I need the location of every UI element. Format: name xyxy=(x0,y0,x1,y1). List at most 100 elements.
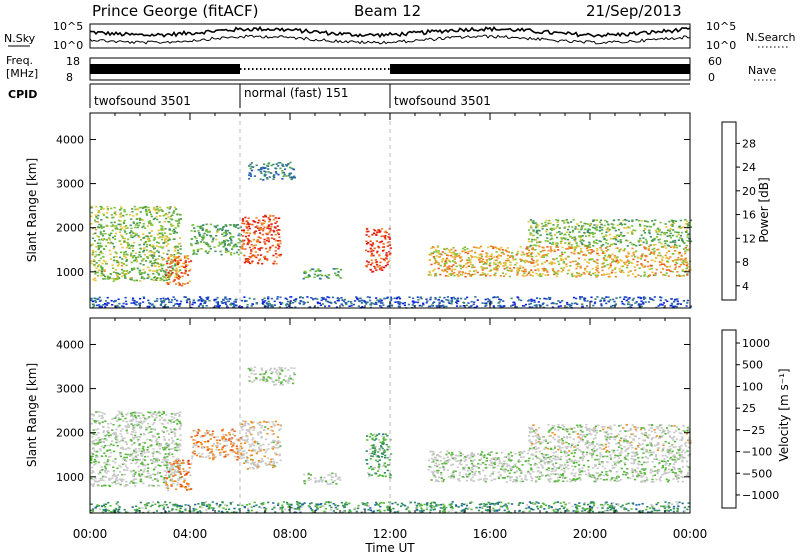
data-cell xyxy=(121,235,124,238)
data-cell xyxy=(541,263,544,265)
data-cell xyxy=(148,211,151,213)
data-cell xyxy=(198,232,201,234)
data-cell xyxy=(225,298,228,300)
data-cell xyxy=(151,435,154,438)
data-cell xyxy=(245,220,248,223)
data-cell xyxy=(166,430,169,432)
data-cell xyxy=(119,466,122,468)
data-cell xyxy=(173,206,177,209)
data-cell xyxy=(257,240,260,242)
data-cell xyxy=(248,432,251,434)
data-cell xyxy=(203,241,206,243)
data-cell xyxy=(138,470,141,473)
data-cell xyxy=(448,251,451,253)
data-cell xyxy=(157,229,160,232)
data-cell xyxy=(227,240,230,242)
data-cell xyxy=(90,223,93,225)
data-cell xyxy=(686,263,689,265)
data-cell xyxy=(649,226,652,228)
data-cell xyxy=(165,274,168,277)
data-cell xyxy=(124,300,128,303)
data-cell xyxy=(492,267,495,270)
data-cell xyxy=(578,235,581,237)
data-cell xyxy=(249,463,252,465)
data-cell xyxy=(142,243,146,246)
data-cell xyxy=(308,275,311,277)
data-cell xyxy=(126,484,129,486)
data-cell xyxy=(236,448,239,450)
data-cell xyxy=(272,262,275,265)
data-cell xyxy=(240,442,243,445)
data-cell xyxy=(99,205,102,208)
data-cell xyxy=(381,447,384,450)
data-cell xyxy=(552,228,556,231)
data-cell xyxy=(121,258,124,260)
data-cell xyxy=(134,415,137,417)
data-cell xyxy=(116,228,119,230)
data-cell xyxy=(237,249,240,251)
data-cell xyxy=(190,436,193,438)
data-cell xyxy=(220,301,223,303)
data-cell xyxy=(558,255,562,257)
data-cell xyxy=(168,443,171,446)
data-cell xyxy=(172,228,176,231)
data-cell xyxy=(585,235,588,237)
data-cell xyxy=(130,454,133,456)
data-cell xyxy=(665,247,668,249)
data-cell xyxy=(498,298,501,301)
data-cell xyxy=(179,214,182,216)
data-cell xyxy=(494,272,497,275)
data-cell xyxy=(125,413,128,416)
data-cell xyxy=(629,270,632,272)
data-cell xyxy=(102,208,105,210)
data-cell xyxy=(660,242,663,245)
data-cell xyxy=(119,455,123,458)
data-cell xyxy=(534,269,537,271)
data-cell xyxy=(560,242,563,245)
data-cell xyxy=(156,269,159,272)
data-cell xyxy=(531,244,534,247)
data-cell xyxy=(234,301,238,303)
data-cell xyxy=(532,259,535,262)
data-cell xyxy=(167,445,170,448)
data-cell xyxy=(468,306,471,308)
data-cell xyxy=(92,448,95,450)
data-cell xyxy=(167,299,171,301)
data-cell xyxy=(509,264,512,266)
data-cell xyxy=(664,299,667,301)
data-cell xyxy=(270,226,273,228)
data-cell xyxy=(599,221,602,223)
data-cell xyxy=(631,247,634,250)
data-cell xyxy=(206,449,209,451)
data-cell xyxy=(257,460,260,462)
data-cell xyxy=(123,255,126,258)
data-cell xyxy=(165,471,168,474)
data-cell xyxy=(140,453,143,455)
data-cell xyxy=(186,482,189,485)
data-cell xyxy=(639,223,642,226)
data-cell xyxy=(250,421,253,423)
data-cell xyxy=(123,229,126,232)
data-cell xyxy=(132,418,135,420)
data-cell xyxy=(602,251,605,253)
data-cell xyxy=(111,242,114,245)
data-cell xyxy=(184,296,187,298)
data-cell xyxy=(105,439,108,441)
data-cell xyxy=(152,239,155,241)
data-cell xyxy=(222,298,225,301)
data-cell xyxy=(596,249,599,252)
data-cell xyxy=(564,238,567,241)
data-cell xyxy=(122,458,125,460)
data-cell xyxy=(586,249,589,252)
data-cell xyxy=(267,303,270,305)
data-cell xyxy=(460,259,463,261)
data-cell xyxy=(142,264,145,266)
data-cell xyxy=(328,296,331,299)
data-cell xyxy=(139,247,142,250)
data-cell xyxy=(380,235,383,238)
data-cell xyxy=(140,239,143,241)
data-cell xyxy=(289,300,292,302)
data-cell xyxy=(419,296,422,299)
data-cell xyxy=(562,260,565,263)
data-cell xyxy=(541,268,544,270)
